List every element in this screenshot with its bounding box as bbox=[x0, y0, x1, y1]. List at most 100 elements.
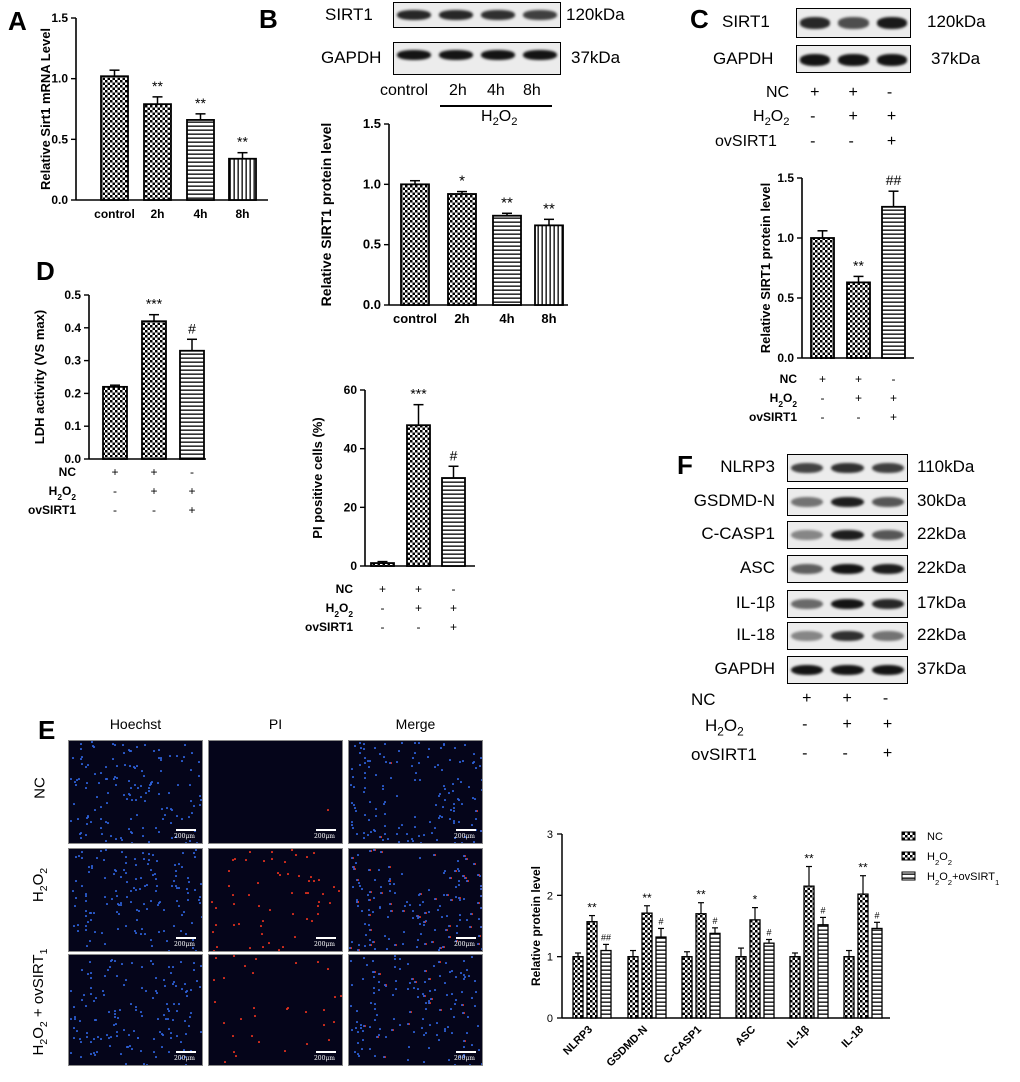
chart-f-bar-1-1 bbox=[641, 912, 653, 1019]
panel-letter-e: E bbox=[38, 715, 56, 745]
blot-f-band-6-1 bbox=[831, 664, 864, 676]
panel-letter-d: D bbox=[36, 256, 55, 286]
blot-c-sign-1-1: + bbox=[848, 108, 858, 125]
chart-d-ytick-label-1: 0.1 bbox=[64, 419, 81, 433]
chart-f-annot-1-1: ** bbox=[642, 891, 652, 905]
chart-f-xlabel-1: GSDMD-N bbox=[604, 1024, 650, 1070]
chart-c-ytick-label-2: 1.0 bbox=[777, 231, 794, 245]
chart-a-xlabel-3: 8h bbox=[235, 207, 249, 221]
blot-b-size-gapdh: 37kDa bbox=[571, 48, 621, 67]
blot-f-band-1-1 bbox=[831, 496, 864, 508]
blot-c-label-gapdh: GAPDH bbox=[713, 49, 774, 68]
chart-f-annot-2-2: # bbox=[712, 916, 717, 926]
chart-a-annot-3: ** bbox=[237, 134, 248, 150]
chart-c-bar-1 bbox=[846, 281, 871, 359]
chart-pi-cond-sign-1-2: + bbox=[450, 601, 457, 615]
blot-b-label-sirt1: SIRT1 bbox=[325, 5, 373, 24]
chart-d-bar-0 bbox=[102, 385, 128, 460]
micrograph-2-0: 200μm bbox=[68, 954, 203, 1066]
chart-pi-ytick-label-2: 40 bbox=[344, 442, 358, 456]
scale-text: 200μm bbox=[453, 1055, 475, 1062]
chart-f-annot-3-1: * bbox=[753, 893, 758, 907]
chart-f-bar-3-2 bbox=[763, 942, 775, 1019]
micrograph-cells bbox=[209, 955, 211, 957]
blot-f-band-6-0 bbox=[791, 664, 824, 676]
blot-c-sign-1-2: + bbox=[886, 108, 897, 125]
blot-f-band-0-1 bbox=[831, 462, 864, 474]
chart-f-legend-swatch-1 bbox=[901, 851, 916, 861]
chart-f-ytick-label-2: 2 bbox=[547, 890, 553, 902]
chart-d-ytick-label-3: 0.3 bbox=[64, 354, 81, 368]
chart-b-xlabel-0: control bbox=[393, 311, 437, 326]
chart-a-ytick-label-1: 0.5 bbox=[51, 132, 68, 146]
chart-f-bar-4-1 bbox=[803, 885, 815, 1019]
chart-a-bar-0 bbox=[100, 75, 129, 201]
chart-f-bar-5-1 bbox=[857, 893, 869, 1019]
scale-text: 200μm bbox=[173, 833, 195, 840]
micrograph-0-0: 200μm bbox=[68, 740, 203, 844]
micrograph-0-1: 200μm bbox=[208, 740, 343, 844]
chart-pi-annot-1: *** bbox=[410, 386, 427, 402]
chart-c-cond-sign-0-2: - bbox=[892, 372, 896, 386]
blot-c-band-1-2 bbox=[876, 54, 907, 66]
chart-f-bar-4-0 bbox=[789, 956, 801, 1019]
chart-f-ytick-label-3: 3 bbox=[547, 829, 553, 841]
chart-f-bar-3-0 bbox=[735, 956, 747, 1019]
blot-b-lane-8h: 8h bbox=[523, 82, 541, 99]
chart-c-cond-sign-2-2: + bbox=[890, 410, 897, 424]
micro-head-pi: PI bbox=[268, 716, 283, 732]
chart-d-ytick-label-0: 0.0 bbox=[64, 452, 81, 466]
blot-c-cond-nc: NC bbox=[766, 84, 790, 101]
chart-pi-cond-sign-2-0: - bbox=[381, 620, 385, 634]
chart-a-ylabel: Relative Sirt1 mRNA Level bbox=[38, 28, 53, 190]
chart-c-cond-sign-1-2: + bbox=[890, 391, 897, 405]
chart-f-annot-5-2: # bbox=[874, 910, 879, 920]
blot-c-sign-2-1: - bbox=[848, 133, 854, 150]
scale-bar bbox=[176, 937, 196, 939]
chart-b-annot-1: * bbox=[459, 173, 465, 190]
chart-d-ylabel: LDH activity (VS max) bbox=[32, 310, 47, 444]
chart-f-bar-2-2 bbox=[709, 932, 721, 1019]
chart-pi-bar-0 bbox=[370, 562, 395, 567]
blot-f-band-3-2 bbox=[871, 563, 904, 575]
blot-f-cond-h2o2: H2O2 bbox=[705, 716, 744, 739]
chart-pi-cond-label-0: NC bbox=[336, 582, 354, 596]
chart-c-cond-sign-2-1: - bbox=[857, 410, 861, 424]
chart-d-ytick-label-5: 0.5 bbox=[64, 288, 81, 302]
chart-c-bar-0 bbox=[810, 237, 835, 359]
chart-b-bar-0 bbox=[400, 183, 430, 306]
blot-c-sign-1-0: - bbox=[810, 108, 816, 125]
blot-b-band-0-2 bbox=[481, 10, 515, 20]
blot-b-treatment: H2O2 bbox=[481, 108, 518, 129]
chart-c-cond-label-0: NC bbox=[780, 372, 798, 386]
blot-f-sign-0-0: + bbox=[802, 690, 812, 707]
chart-c-ylabel: Relative SIRT1 protein level bbox=[758, 183, 773, 354]
blot-f-label-4: IL-1β bbox=[735, 593, 775, 612]
chart-c-annot-1: ** bbox=[853, 257, 864, 273]
chart-pi-bar-2 bbox=[441, 477, 466, 567]
scale-bar bbox=[176, 829, 196, 831]
chart-c-cond-sign-0-1: + bbox=[855, 372, 862, 386]
blot-f-band-0-0 bbox=[791, 462, 824, 474]
chart-f-bar-1-2 bbox=[655, 936, 667, 1019]
chart-c-cond-label-1: H2O2 bbox=[770, 391, 798, 409]
chart-d-ytick-label-2: 0.2 bbox=[64, 386, 81, 400]
blot-c-size-sirt1: 120kDa bbox=[927, 12, 986, 31]
chart-c-cond-label-2: ovSIRT1 bbox=[749, 410, 797, 424]
blot-b-band-1-1 bbox=[439, 50, 473, 60]
chart-a-ytick-label-3: 1.5 bbox=[51, 11, 68, 25]
blot-f-label-2: C-CASP1 bbox=[701, 524, 775, 543]
blot-f-size-2: 22kDa bbox=[917, 524, 967, 543]
chart-pi-bar-1 bbox=[406, 424, 431, 567]
chart-f-annot-0-1: ** bbox=[587, 901, 597, 915]
chart-c-ytick-label-0: 0.0 bbox=[777, 351, 794, 365]
chart-c-cond-sign-1-1: + bbox=[855, 391, 862, 405]
chart-c-cond-sign-0-0: + bbox=[819, 372, 826, 386]
blot-f-sign-1-2: + bbox=[882, 716, 893, 733]
blot-f-label-1: GSDMD-N bbox=[693, 491, 775, 510]
micrograph-0-2: 200μm bbox=[348, 740, 483, 844]
chart-pi-cond-sign-2-2: + bbox=[450, 620, 457, 634]
blot-f-size-3: 22kDa bbox=[917, 558, 967, 577]
